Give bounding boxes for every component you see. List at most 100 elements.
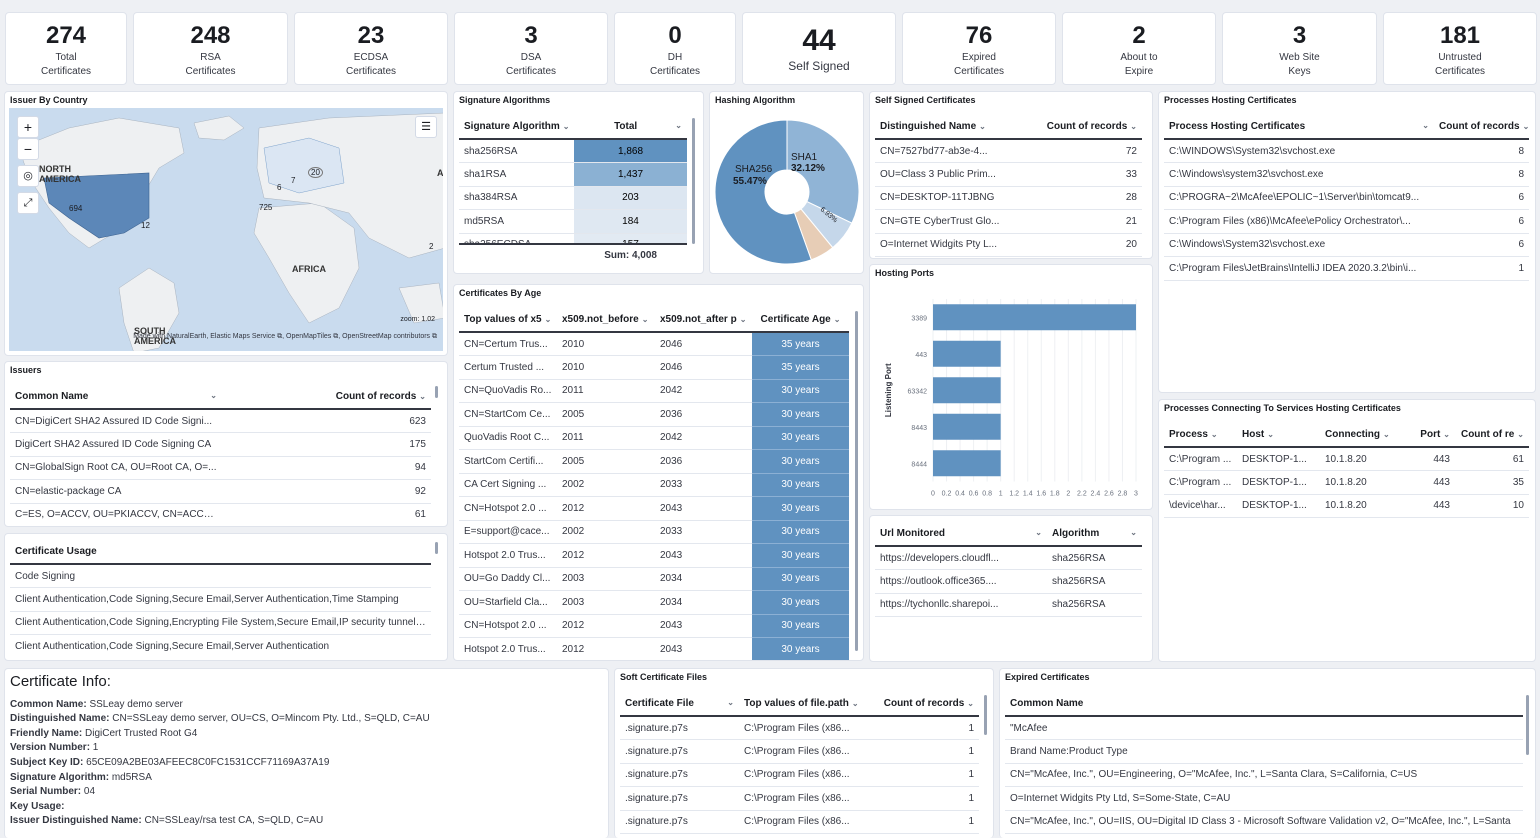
table-row[interactable]: .signature.p7s C:\Program Files (x86... 1 xyxy=(620,716,979,740)
table-row[interactable]: \device\har... DESKTOP-1... 10.1.8.20 443 10 xyxy=(1164,494,1529,518)
table-row[interactable]: Code Signing xyxy=(10,564,431,588)
scrollbar[interactable] xyxy=(692,118,695,244)
table-row[interactable]: sha1RSA 1,437 xyxy=(459,162,687,187)
locate-icon[interactable]: ◎ xyxy=(17,165,39,187)
table-row[interactable]: O=Internet Widgits Pty Ltd, S=Some-State… xyxy=(1005,786,1523,811)
table-row[interactable]: https://tychonllc.sharepoi... sha256RSA xyxy=(875,593,1142,617)
table-row[interactable]: "McAfee xyxy=(1005,716,1523,740)
table-row[interactable]: CN=Certum Trus... 2010 2046 35 years xyxy=(459,332,849,356)
bar-63342[interactable] xyxy=(933,377,1001,404)
world-map[interactable]: + − ◎ ⤢ ☰ NORTH AMERICA AFRICA SOUTH AME… xyxy=(9,108,443,351)
table-row[interactable]: C:\Program ... DESKTOP-1... 10.1.8.20 443 61 xyxy=(1164,447,1529,471)
table-row[interactable]: C:\Program Files (x86)\McAfee\ePolicy Or… xyxy=(1164,209,1529,234)
zoom-out-button[interactable]: − xyxy=(17,138,39,160)
column-header[interactable]: x509.not_after p ⌄ xyxy=(655,307,752,333)
scrollbar[interactable] xyxy=(855,311,858,651)
table-row[interactable]: C:\Windows\system32\svchost.exe 8 xyxy=(1164,162,1529,187)
scrollbar[interactable] xyxy=(1526,695,1529,755)
table-row[interactable]: .signature.p7s C:\Program Files (x86... 1 xyxy=(620,810,979,834)
column-header[interactable]: Count of re ⌄ xyxy=(1455,422,1529,448)
column-header[interactable]: Algorithm ⌄ xyxy=(1047,521,1142,547)
table-cell: C:\Windows\system32\svchost.exe xyxy=(1164,162,1434,187)
scrollbar[interactable] xyxy=(435,542,438,554)
layers-toggle-icon[interactable]: ☰ xyxy=(415,116,437,138)
table-row[interactable]: CN="McAfee, Inc.", OU=Engineering, O="Mc… xyxy=(1005,763,1523,787)
table-row[interactable]: QuoVadis Root C... 2011 2042 30 years xyxy=(459,426,849,450)
table-row[interactable]: Client Authentication,Code Signing,Secur… xyxy=(10,634,431,652)
table-row[interactable]: md5RSA 184 xyxy=(459,209,687,234)
fullscreen-icon[interactable]: ⤢ xyxy=(17,192,39,214)
column-header[interactable]: Port ⌄ xyxy=(1402,422,1455,448)
table-row[interactable]: CN=DESKTOP-11TJBNG 28 xyxy=(875,186,1142,210)
table-row[interactable]: Client Authentication,Code Signing,Encry… xyxy=(10,611,431,635)
table-row[interactable]: C:\Windows\System32\svchost.exe 6 xyxy=(1164,233,1529,257)
table-row[interactable]: CN=GTE CyberTrust Glo... 21 xyxy=(875,209,1142,234)
table-row[interactable]: .signature.p7s C:\Program Files (x86... 1 xyxy=(620,763,979,787)
table-row[interactable]: sha384RSA 203 xyxy=(459,186,687,210)
scrollbar[interactable] xyxy=(435,386,438,398)
column-header[interactable]: Certificate Usage xyxy=(10,539,431,565)
table-row[interactable]: CN=StartCom Ce... 2005 2036 30 years xyxy=(459,402,849,427)
table-row[interactable]: Client Authentication,Code Signing,Secur… xyxy=(10,587,431,612)
table-row[interactable]: C:\Program Files\JetBrains\IntelliJ IDEA… xyxy=(1164,256,1529,281)
table-row[interactable]: Certum Trusted ... 2010 2046 35 years xyxy=(459,355,849,380)
table-row[interactable]: O=Internet Widgits Pty L... 20 xyxy=(875,233,1142,257)
column-header[interactable]: Count of records ⌄ xyxy=(1434,114,1529,140)
table-row[interactable]: OU=Go Daddy Cl... 2003 2034 30 years xyxy=(459,567,849,591)
table-row[interactable]: DigiCert SHA2 Assured ID Code Signing CA… xyxy=(10,432,431,457)
column-header[interactable]: Process Hosting Certificates ⌄ xyxy=(1164,114,1434,140)
table-row[interactable]: C:\Program ... DESKTOP-1... 10.1.8.20 443 35 xyxy=(1164,470,1529,495)
column-header[interactable]: Url Monitored ⌄ xyxy=(875,521,1047,547)
table-row[interactable]: OU=Starfield Cla... 2003 2034 30 years xyxy=(459,590,849,615)
bar-443[interactable] xyxy=(933,340,1001,367)
table-row[interactable]: Hotspot 2.0 Trus... 2012 2043 30 years xyxy=(459,543,849,568)
pie-slice-sha256[interactable] xyxy=(714,119,812,265)
table-row[interactable]: CN=7527bd77-ab3e-4... 72 xyxy=(875,139,1142,163)
table-cell: E=support@cace... xyxy=(459,520,557,544)
table-row[interactable]: CN=DigiCert SHA2 Assured ID Code Signi..… xyxy=(10,409,431,433)
zoom-in-button[interactable]: + xyxy=(17,116,39,138)
column-header[interactable]: Common Name ⌄ xyxy=(10,384,222,410)
table-row[interactable]: Hotspot 2.0 Trus... 2012 2043 30 years xyxy=(459,637,849,660)
column-header[interactable]: Signature Algorithm ⌄ xyxy=(459,114,574,140)
column-header[interactable]: Count of records ⌄ xyxy=(1035,114,1142,140)
bar-8443[interactable] xyxy=(933,413,1001,440)
table-row[interactable]: .signature.p7s C:\Program Files (x86... 1 xyxy=(620,786,979,811)
column-header[interactable]: Certificate File ⌄ xyxy=(620,691,739,717)
table-row[interactable]: StartCom Certifi... 2005 2036 30 years xyxy=(459,449,849,474)
column-header[interactable]: Count of records ⌄ xyxy=(873,691,979,717)
table-row[interactable]: OU=Class 3 Public Prim... 33 xyxy=(875,162,1142,187)
table-row[interactable]: CN="McAfee, Inc.", OU=IIS, OU=Digital ID… xyxy=(1005,810,1523,834)
column-header[interactable]: Connecting ⌄ xyxy=(1320,422,1402,448)
table-row[interactable]: CA Cert Signing ... 2002 2033 30 years xyxy=(459,473,849,497)
column-header[interactable]: Certificate Age ⌄ xyxy=(752,307,849,333)
table-row[interactable]: E=support@cace... 2002 2033 30 years xyxy=(459,520,849,544)
table-row[interactable]: C:\WINDOWS\System32\svchost.exe 8 xyxy=(1164,139,1529,163)
pie-slice-sha1[interactable] xyxy=(786,119,860,224)
column-header[interactable]: Common Name xyxy=(1005,691,1523,717)
table-row[interactable]: Brand Name:Product Type xyxy=(1005,739,1523,764)
column-header[interactable]: x509.not_before ⌄ xyxy=(557,307,655,333)
table-row[interactable]: https://outlook.office365.... sha256RSA xyxy=(875,569,1142,594)
map-attribution[interactable]: Made with NaturalEarth, Elastic Maps Ser… xyxy=(133,333,437,340)
table-row[interactable]: CN=Hotspot 2.0 ... 2012 2043 30 years xyxy=(459,496,849,521)
table-row[interactable]: CN=Hotspot 2.0 ... 2012 2043 30 years xyxy=(459,614,849,638)
column-header[interactable]: Top values of file.path ⌄ xyxy=(739,691,873,717)
table-row[interactable]: C:\PROGRA~2\McAfee\EPOLIC~1\Server\bin\t… xyxy=(1164,186,1529,210)
column-header[interactable]: Total ⌄ xyxy=(574,114,687,140)
table-row[interactable]: CN=QuoVadis Ro... 2011 2042 30 years xyxy=(459,379,849,403)
column-header[interactable]: Count of records ⌄ xyxy=(222,384,431,410)
bar-8444[interactable] xyxy=(933,450,1001,477)
column-header[interactable]: Top values of x5 ⌄ xyxy=(459,307,557,333)
bar-3389[interactable] xyxy=(933,304,1136,331)
table-row[interactable]: CN=GlobalSign Root CA, OU=Root CA, O=...… xyxy=(10,456,431,480)
table-row[interactable]: sha256RSA 1,868 xyxy=(459,139,687,163)
table-row[interactable]: https://developers.cloudfl... sha256RSA xyxy=(875,546,1142,570)
column-header[interactable]: Distinguished Name ⌄ xyxy=(875,114,1035,140)
table-row[interactable]: .signature.p7s C:\Program Files (x86... 1 xyxy=(620,739,979,764)
scrollbar[interactable] xyxy=(984,695,987,735)
column-header[interactable]: Process ⌄ xyxy=(1164,422,1237,448)
column-header[interactable]: Host ⌄ xyxy=(1237,422,1320,448)
table-row[interactable]: CN=elastic-package CA 92 xyxy=(10,479,431,504)
table-row[interactable]: C=ES, O=ACCV, OU=PKIACCV, CN=ACCV... 61 xyxy=(10,503,431,526)
